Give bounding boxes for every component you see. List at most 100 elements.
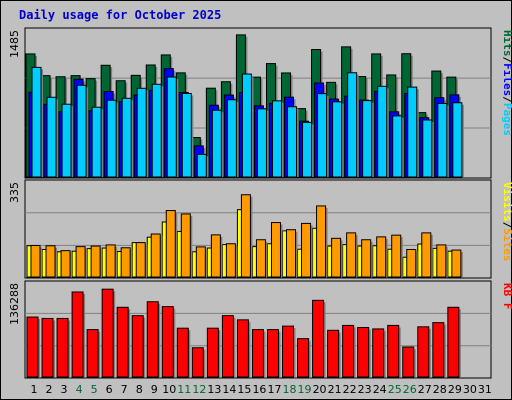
bar-hits_files_pages-pages-day-22 — [347, 72, 358, 178]
bar-kbf-kb-f-day-24 — [372, 328, 385, 378]
x-tick-label-day-19: 19 — [298, 383, 312, 396]
bar-hits_files_pages-pages-day-25 — [392, 115, 403, 178]
bar-kbf-kb-f-day-27 — [417, 326, 430, 378]
bar-hits_files_pages-pages-day-12 — [196, 153, 207, 178]
bar-kbf-kb-f-day-2 — [41, 317, 54, 378]
bar-hits_files_pages-pages-day-10 — [166, 76, 177, 178]
bar-visits_sites-sites-day-23 — [361, 239, 372, 278]
bar-kbf-kb-f-day-3 — [56, 317, 69, 378]
x-tick-label-day-29: 29 — [448, 383, 462, 396]
bar-hits_files_pages-pages-day-15 — [241, 73, 252, 178]
bar-kbf-kb-f-day-20 — [312, 299, 325, 378]
bar-visits_sites-sites-day-6 — [105, 244, 116, 278]
bar-visits_sites-sites-day-28 — [436, 244, 447, 278]
panel-hits_files_pages-side-legend: Hits/Files/Pages — [501, 30, 512, 136]
panel-visits_sites-side-legend: Visits/Sites — [501, 182, 512, 262]
bar-hits_files_pages-pages-day-21 — [332, 101, 343, 178]
bar-kbf-kb-f-day-10 — [161, 306, 174, 378]
bar-visits_sites-sites-day-16 — [255, 239, 266, 278]
bar-visits_sites-sites-day-27 — [421, 232, 432, 278]
side-legend-visits: Visits — [501, 182, 512, 222]
bar-kbf-kb-f-day-21 — [327, 329, 340, 378]
bar-kbf-kb-f-day-11 — [176, 327, 189, 378]
bar-kbf-kb-f-day-12 — [191, 347, 204, 378]
bar-kbf-kb-f-day-29 — [447, 306, 460, 378]
x-tick-label-day-31: 31 — [478, 383, 492, 396]
bar-visits_sites-sites-day-14 — [225, 243, 236, 278]
x-tick-label-day-8: 8 — [136, 383, 143, 396]
bar-hits_files_pages-pages-day-4 — [76, 84, 87, 178]
bar-kbf-kb-f-day-28 — [432, 322, 445, 378]
bar-hits_files_pages-pages-day-11 — [181, 92, 192, 178]
x-tick-label-day-12: 12 — [192, 383, 206, 396]
bar-visits_sites-sites-day-25 — [391, 234, 402, 278]
side-legend-sites: Sites — [501, 228, 512, 261]
chart-title: Daily usage for October 2025 — [19, 8, 222, 22]
bar-hits_files_pages-pages-day-20 — [317, 93, 328, 178]
x-tick-label-day-2: 2 — [46, 383, 53, 396]
x-tick-label-day-20: 20 — [313, 383, 327, 396]
bar-hits_files_pages-pages-day-17 — [271, 100, 282, 178]
side-legend-pages: Pages — [501, 103, 512, 136]
bar-visits_sites-sites-day-17 — [270, 222, 281, 278]
bar-hits_files_pages-pages-day-28 — [437, 102, 448, 178]
x-tick-label-day-27: 27 — [418, 383, 432, 396]
bar-visits_sites-sites-day-13 — [210, 234, 221, 278]
bar-kbf-kb-f-day-17 — [266, 329, 279, 378]
x-tick-label-day-28: 28 — [433, 383, 447, 396]
bar-visits_sites-sites-day-9 — [150, 233, 161, 278]
side-legend-kb-f: KB F — [501, 283, 512, 310]
bar-kbf-kb-f-day-1 — [26, 316, 39, 378]
bar-hits_files_pages-pages-day-2 — [46, 96, 57, 178]
bar-hits_files_pages-pages-day-16 — [256, 108, 267, 178]
x-tick-label-day-3: 3 — [61, 383, 68, 396]
bar-visits_sites-sites-day-21 — [331, 237, 342, 278]
side-legend-hits: Hits — [501, 30, 512, 57]
side-legend-separator: / — [501, 57, 512, 64]
bar-hits_files_pages-pages-day-14 — [226, 99, 237, 178]
bar-hits_files_pages-pages-day-26 — [407, 86, 418, 178]
x-tick-label-day-15: 15 — [237, 383, 251, 396]
panel-kbf-ymax-label: 136288 — [8, 283, 21, 325]
bar-visits_sites-sites-day-8 — [135, 242, 146, 278]
bar-hits_files_pages-pages-day-18 — [287, 106, 298, 178]
bar-visits_sites-sites-day-20 — [316, 205, 327, 278]
bar-kbf-kb-f-day-4 — [71, 291, 84, 378]
bar-kbf-kb-f-day-5 — [86, 329, 99, 378]
bar-hits_files_pages-pages-day-24 — [377, 85, 388, 178]
x-tick-label-day-11: 11 — [177, 383, 191, 396]
side-legend-separator: / — [501, 222, 512, 229]
x-tick-label-day-13: 13 — [207, 383, 221, 396]
bar-hits_files_pages-pages-day-9 — [151, 83, 162, 178]
bar-visits_sites-sites-day-18 — [286, 229, 297, 278]
bar-visits_sites-sites-day-10 — [165, 210, 176, 278]
bar-visits_sites-sites-day-12 — [195, 246, 206, 278]
bar-visits_sites-sites-day-4 — [75, 246, 86, 278]
bar-visits_sites-sites-day-29 — [451, 249, 462, 278]
bar-kbf-kb-f-day-22 — [342, 324, 355, 378]
bar-visits_sites-sites-day-19 — [301, 222, 312, 278]
bar-kbf-kb-f-day-15 — [236, 319, 249, 378]
x-tick-label-day-22: 22 — [343, 383, 357, 396]
bar-kbf-kb-f-day-23 — [357, 327, 370, 378]
bar-hits_files_pages-pages-day-5 — [91, 106, 102, 178]
bar-visits_sites-sites-day-11 — [180, 213, 191, 278]
bar-hits_files_pages-pages-day-1 — [31, 66, 42, 178]
x-tick-label-day-1: 1 — [31, 383, 38, 396]
x-tick-label-day-26: 26 — [403, 383, 417, 396]
x-tick-label-day-6: 6 — [106, 383, 113, 396]
x-tick-label-day-7: 7 — [121, 383, 128, 396]
bar-kbf-kb-f-day-19 — [297, 338, 310, 378]
bar-kbf-kb-f-day-6 — [101, 288, 114, 378]
side-legend-separator: / — [501, 96, 512, 103]
x-tick-label-day-14: 14 — [222, 383, 236, 396]
bar-kbf-kb-f-day-14 — [221, 315, 234, 378]
bar-visits_sites-sites-day-5 — [90, 245, 101, 278]
bar-visits_sites-sites-day-2 — [45, 245, 56, 278]
x-tick-label-day-18: 18 — [283, 383, 297, 396]
panel-visits_sites-ymax-label: 335 — [8, 182, 21, 203]
bar-hits_files_pages-pages-day-3 — [61, 103, 72, 178]
bar-visits_sites-sites-day-1 — [30, 244, 41, 278]
bar-hits_files_pages-pages-day-29 — [452, 102, 463, 178]
